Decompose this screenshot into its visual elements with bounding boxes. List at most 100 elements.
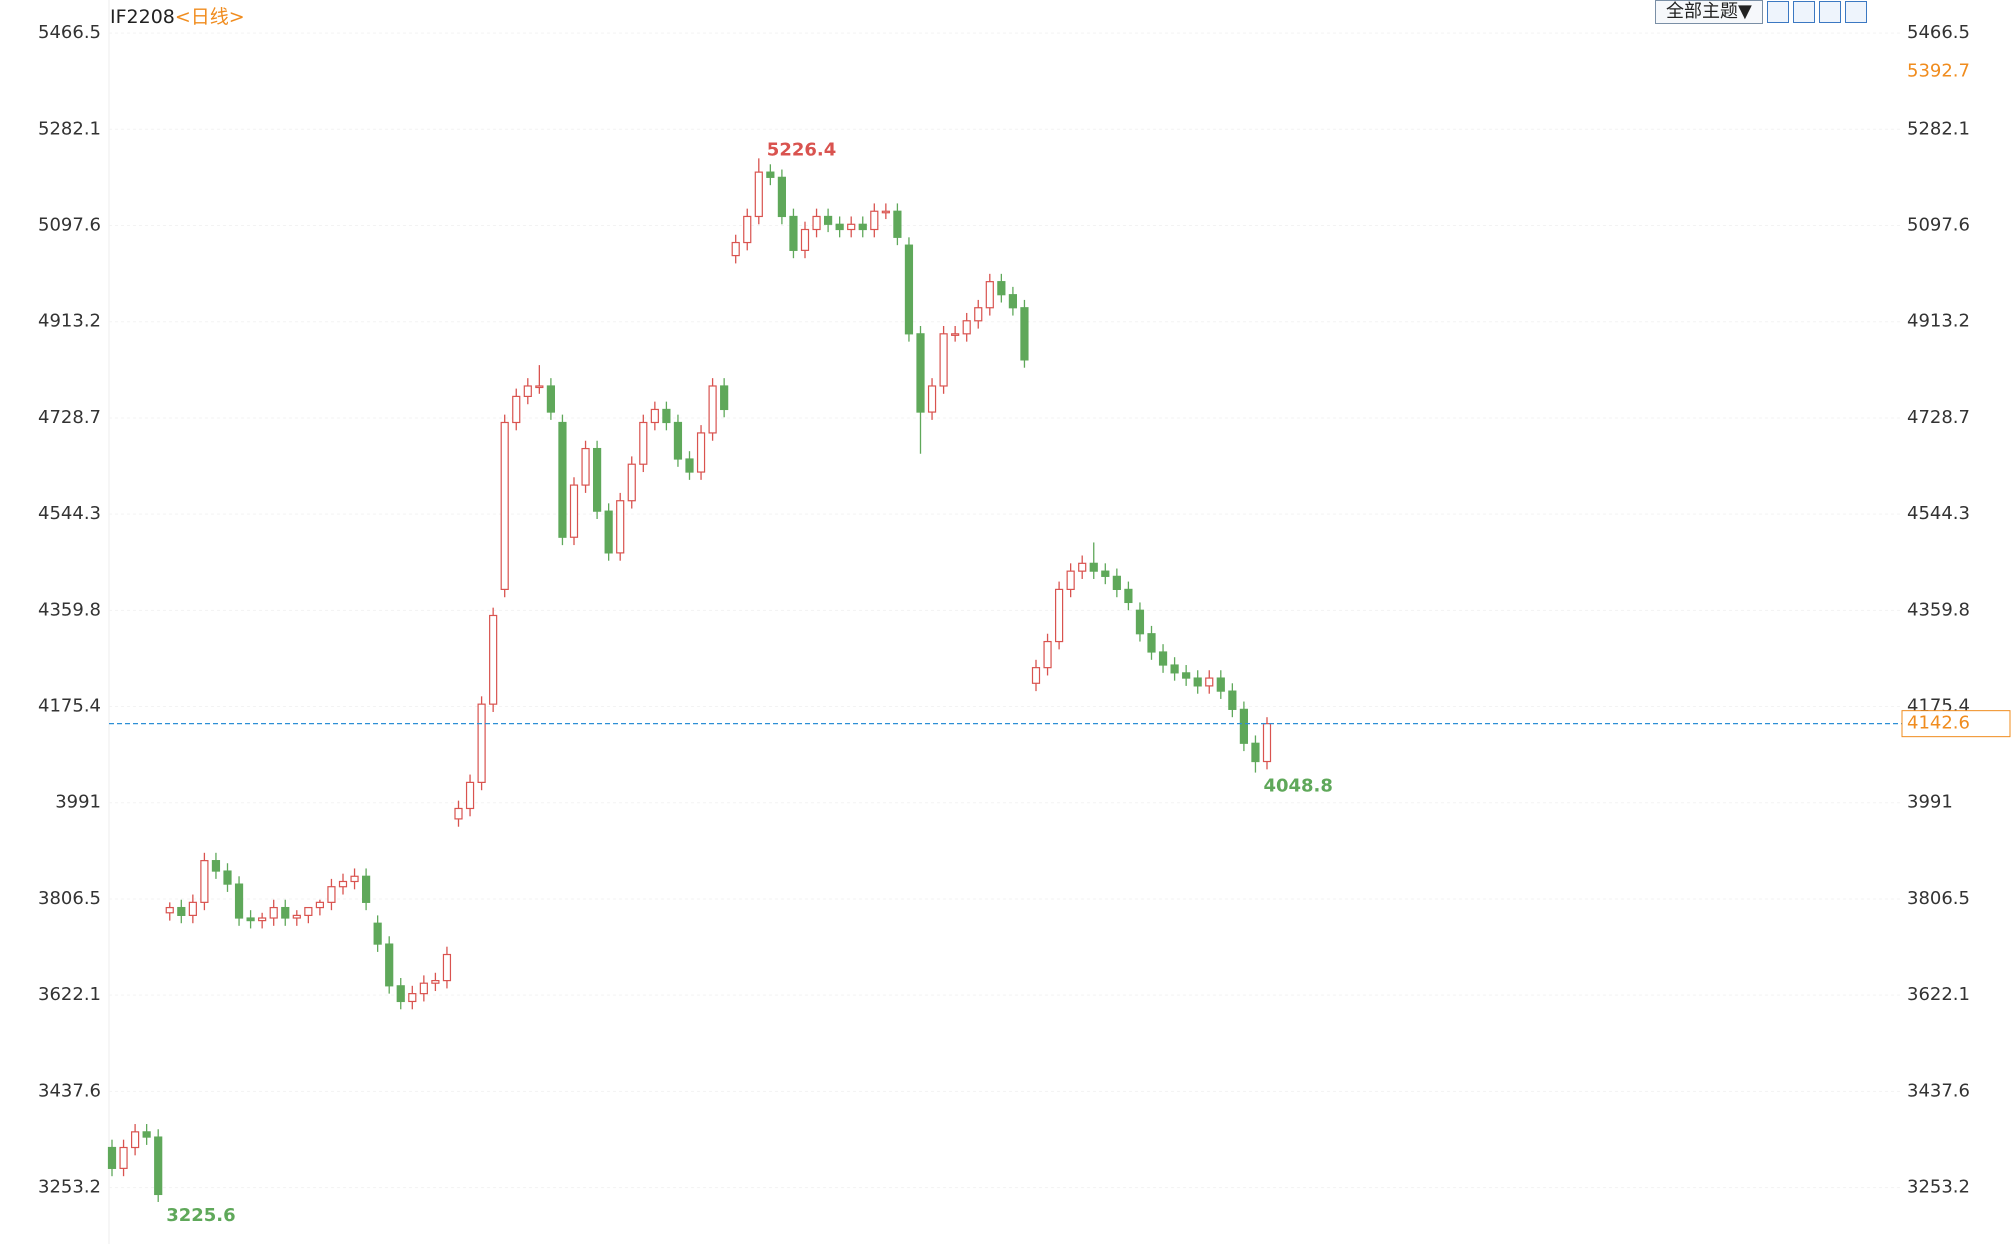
y-tick-label: 4544.3: [38, 503, 101, 524]
y2-tick-label: 3253.2: [1907, 1177, 1970, 1198]
y-tick-label: 5097.6: [38, 215, 101, 236]
low-label: 3225.6: [166, 1205, 235, 1226]
candle-body: [1239, 708, 1249, 744]
candle-body: [731, 241, 740, 257]
candle-body: [939, 333, 948, 387]
candle-body: [766, 171, 775, 178]
candle-body: [454, 807, 463, 820]
candle-body: [131, 1131, 140, 1149]
candle-body: [777, 176, 787, 218]
candle-body: [581, 447, 590, 486]
candle-body: [269, 906, 278, 919]
low-label: 4048.8: [1263, 776, 1332, 797]
candle-body: [1112, 575, 1121, 591]
candle-body: [512, 395, 521, 424]
candle-body: [789, 215, 798, 251]
candle-body: [1262, 723, 1272, 763]
y2-tick-label: 5282.1: [1907, 118, 1970, 139]
toolbar: 全部主题▼: [1655, 0, 1867, 24]
y-tick-label: 3437.6: [38, 1080, 101, 1101]
candle-body: [662, 408, 671, 424]
y-tick-label: 5466.5: [38, 22, 101, 43]
tool-icon[interactable]: [1792, 1, 1815, 23]
candle-body: [1078, 562, 1087, 572]
candle-body: [720, 385, 729, 411]
candle-body: [258, 917, 267, 922]
candle-body: [223, 870, 232, 885]
y2-tick-label: 3991: [1907, 792, 1953, 813]
y2-tick-label: 4913.2: [1907, 311, 1970, 332]
candle-body: [847, 223, 856, 231]
candle-body: [1158, 651, 1168, 666]
candle-body: [373, 922, 382, 945]
candle-body: [1228, 690, 1237, 710]
candle-body: [823, 215, 833, 225]
candle-body: [1147, 633, 1156, 653]
theme-button[interactable]: 全部主题▼: [1655, 0, 1763, 24]
candle-body: [327, 886, 336, 903]
candle-body: [800, 228, 810, 251]
candle-body: [1205, 677, 1214, 687]
y-tick-label: 4175.4: [38, 696, 101, 717]
candle-body: [1020, 307, 1029, 361]
candle-body: [177, 906, 186, 916]
candle-body: [396, 985, 405, 1003]
candle-body: [1066, 570, 1075, 591]
tool-icon[interactable]: [1766, 1, 1789, 23]
candle-body: [616, 500, 625, 554]
candle-body: [627, 463, 636, 502]
candle-body: [165, 906, 174, 914]
candle-body: [338, 880, 348, 888]
candle-body: [385, 943, 394, 987]
y2-tick-label: 4359.8: [1907, 599, 1970, 620]
candle-body: [685, 458, 694, 473]
y-tick-label: 4359.8: [38, 599, 101, 620]
candle-body: [997, 281, 1006, 296]
candle-body: [523, 385, 532, 398]
candle-body: [835, 223, 844, 231]
tool-icon[interactable]: [1818, 1, 1841, 23]
candle-body: [304, 906, 313, 916]
candle-body: [489, 614, 498, 705]
y2-tick-label: 4175.4: [1907, 696, 1970, 717]
candle-body: [558, 421, 567, 538]
candle-body: [408, 993, 417, 1003]
candle-body: [154, 1136, 163, 1196]
candle-body: [881, 210, 890, 214]
candle-body: [431, 979, 440, 984]
right-marker: 5392.7: [1907, 61, 1970, 82]
candle-body: [142, 1131, 151, 1138]
candle-body: [419, 982, 428, 995]
candle-body: [1043, 640, 1052, 669]
candle-body: [743, 215, 752, 244]
y-tick-label: 3622.1: [38, 984, 101, 1005]
y-tick-label: 3991: [55, 792, 101, 813]
candle-body: [442, 953, 452, 982]
period[interactable]: <日线>: [174, 6, 245, 28]
candle-body: [569, 484, 579, 538]
candle-body: [119, 1146, 128, 1169]
candle-body: [1216, 677, 1225, 692]
candle-body: [604, 510, 613, 554]
candle-body: [696, 432, 706, 473]
candle-body: [962, 320, 971, 335]
candle-body: [362, 875, 371, 903]
candle-body: [477, 703, 486, 783]
candle-body: [1135, 609, 1145, 635]
candle-body: [350, 875, 359, 883]
candle-body: [1124, 588, 1133, 604]
candle-body: [1170, 664, 1179, 674]
y2-tick-label: 3437.6: [1907, 1080, 1970, 1101]
candle-body: [673, 421, 683, 460]
tool-icon[interactable]: [1844, 1, 1867, 23]
y2-tick-label: 3806.5: [1907, 888, 1970, 909]
y2-tick-label: 4544.3: [1907, 503, 1970, 524]
candle-body: [1193, 677, 1202, 687]
candle-body: [107, 1146, 117, 1169]
candle-body: [592, 447, 602, 512]
candle-body: [465, 781, 475, 810]
last-price-box: [1901, 710, 2011, 738]
y2-tick-label: 5466.5: [1907, 22, 1970, 43]
